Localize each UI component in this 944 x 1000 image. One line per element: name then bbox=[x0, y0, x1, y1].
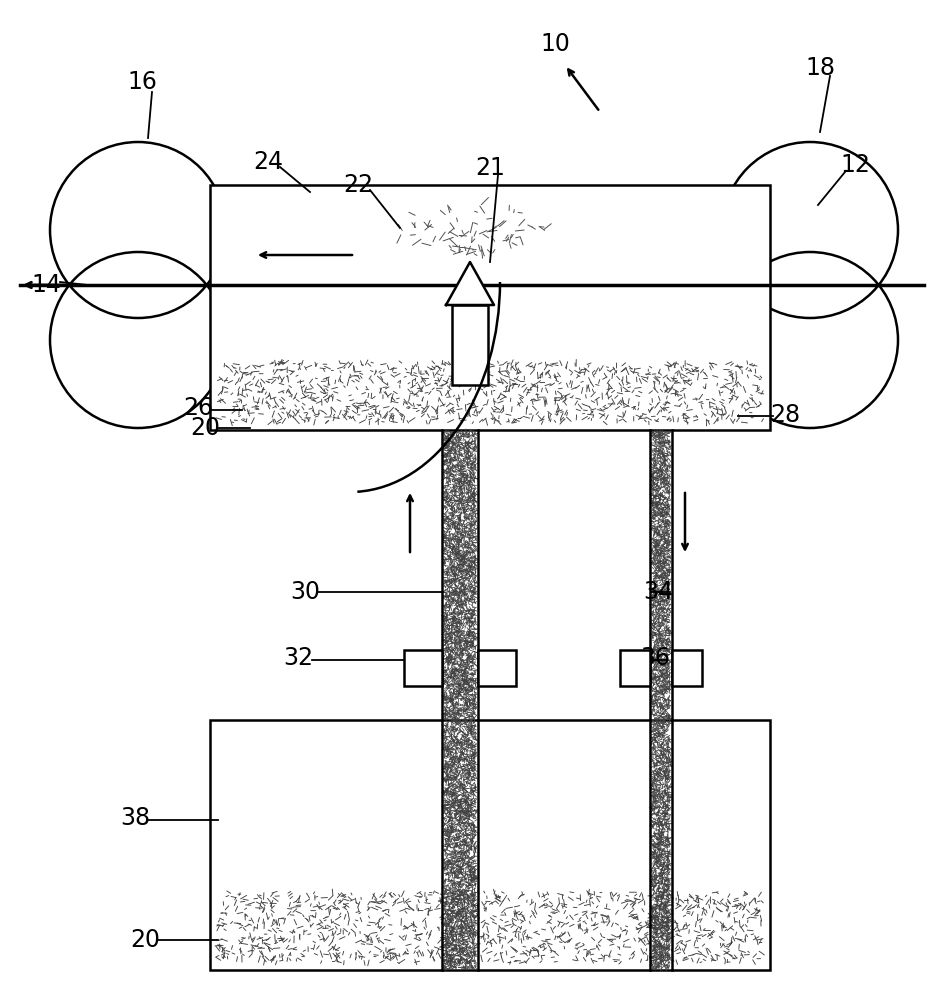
Text: 20: 20 bbox=[130, 928, 160, 952]
Text: 20: 20 bbox=[190, 416, 220, 440]
Text: 26: 26 bbox=[183, 396, 213, 420]
Bar bbox=[452, 305, 488, 385]
Text: 24: 24 bbox=[253, 150, 283, 174]
Text: 18: 18 bbox=[805, 56, 835, 80]
Bar bbox=[210, 720, 770, 970]
Bar bbox=[404, 650, 442, 686]
Bar bbox=[210, 185, 770, 430]
Bar bbox=[478, 650, 516, 686]
Text: 22: 22 bbox=[343, 173, 373, 197]
Bar bbox=[620, 650, 650, 686]
Text: 12: 12 bbox=[840, 153, 870, 177]
Polygon shape bbox=[446, 262, 494, 305]
Text: 32: 32 bbox=[283, 646, 313, 670]
Text: 21: 21 bbox=[475, 156, 505, 180]
Text: 28: 28 bbox=[770, 403, 801, 427]
Text: 16: 16 bbox=[127, 70, 157, 94]
Text: 36: 36 bbox=[640, 646, 670, 670]
Text: 14: 14 bbox=[31, 273, 61, 297]
Text: 34: 34 bbox=[643, 580, 673, 604]
Text: 30: 30 bbox=[290, 580, 320, 604]
Text: 10: 10 bbox=[540, 32, 570, 56]
Text: 38: 38 bbox=[120, 806, 150, 830]
Bar bbox=[672, 650, 702, 686]
